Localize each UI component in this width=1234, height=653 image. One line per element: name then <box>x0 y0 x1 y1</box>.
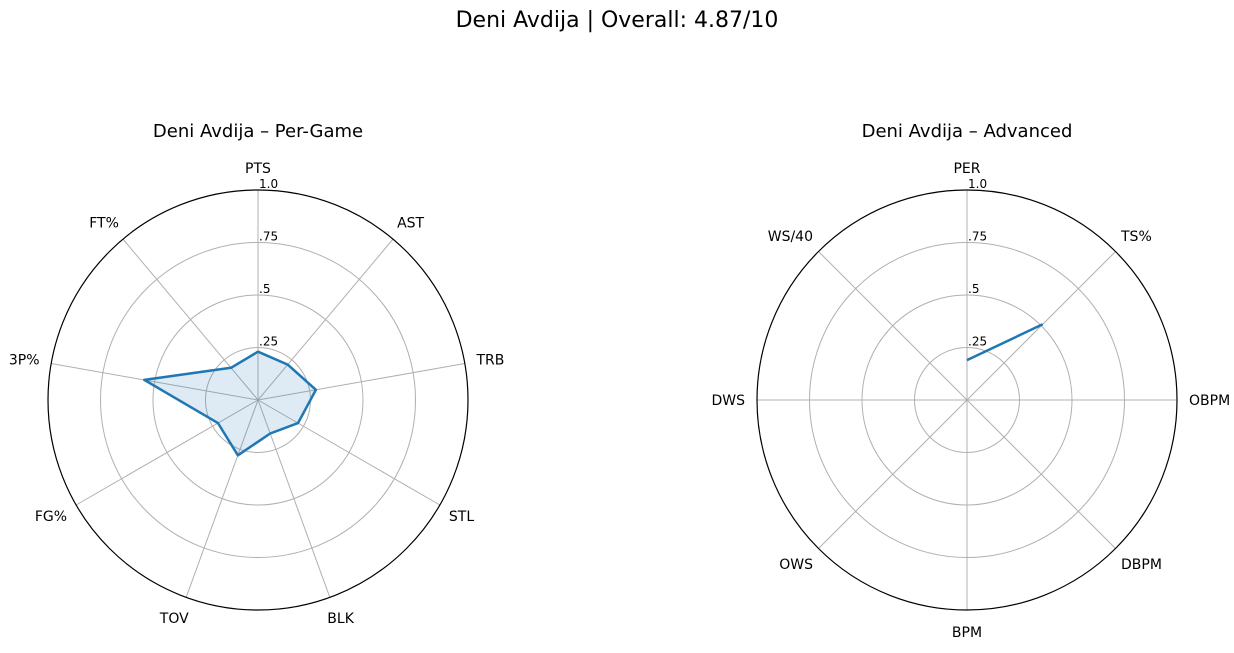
axis-label-ts-pct: TS% <box>1120 229 1152 245</box>
r-tick-label: 1.0 <box>259 177 278 191</box>
figure-title: Deni Avdija | Overall: 4.87/10 <box>455 8 779 33</box>
axis-label-ows: OWS <box>779 557 813 573</box>
r-tick-label: .25 <box>259 335 278 349</box>
axis-label-fg-pct: FG% <box>35 509 67 525</box>
grid-spoke <box>818 399 968 549</box>
polar-spine <box>756 189 1178 611</box>
axis-label-ast: AST <box>397 215 424 231</box>
grid-spoke <box>185 399 259 598</box>
series-line <box>143 350 318 457</box>
grid-spoke <box>257 238 394 401</box>
r-tick-label: .25 <box>968 335 987 349</box>
axis-label-bpm: BPM <box>952 625 982 641</box>
axis-label-pts: PTS <box>245 161 271 177</box>
axis-label-obpm: OBPM <box>1189 393 1230 409</box>
axis-label-tov: TOV <box>159 611 189 627</box>
axis-label-ft-pct: FT% <box>89 215 119 231</box>
axis-label-ws-40: WS/40 <box>768 229 813 245</box>
grid-spoke <box>966 399 1116 549</box>
r-tick-label: .75 <box>968 230 987 244</box>
grid-spoke <box>51 363 259 401</box>
series-area <box>144 351 316 456</box>
grid-spoke <box>818 251 968 401</box>
axis-label-blk: BLK <box>327 611 354 627</box>
r-tick-label: .75 <box>259 230 278 244</box>
axis-label-per: PER <box>953 161 980 177</box>
grid-spoke <box>75 399 259 506</box>
axis-label-dbpm: DBPM <box>1121 557 1162 573</box>
polar-spine <box>47 189 469 611</box>
axis-label-trb: TRB <box>476 353 505 369</box>
panel-title-advanced: Deni Avdija – Advanced <box>862 121 1073 142</box>
axis-label-stl: STL <box>449 509 474 525</box>
grid-spoke <box>122 238 259 401</box>
r-tick-label: 1.0 <box>968 177 987 191</box>
series-line <box>966 323 1044 362</box>
axis-label-dws: DWS <box>711 393 745 409</box>
r-tick-label: .5 <box>968 282 979 296</box>
r-tick-label: .5 <box>259 282 270 296</box>
grid-spoke <box>257 399 441 506</box>
panel-title-per-game: Deni Avdija – Per-Game <box>153 121 363 142</box>
axis-label-3p-pct: 3P% <box>9 353 40 369</box>
grid-spoke <box>257 363 465 401</box>
